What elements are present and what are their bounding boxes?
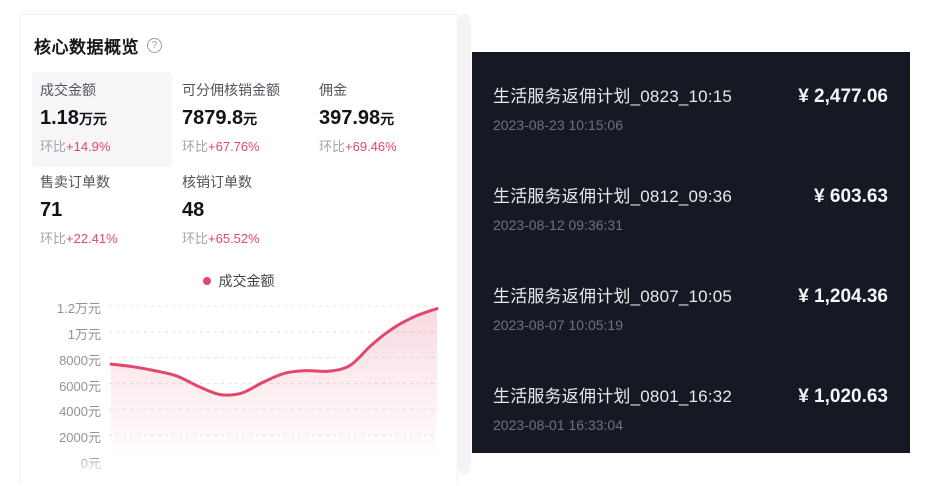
transaction-info: 生活服务返佣计划_0823_10:15 2023-08-23 10:15:06: [493, 86, 732, 133]
scrollbar-track[interactable]: [458, 14, 471, 474]
y-axis-tick-label: 1.2万元: [56, 301, 101, 316]
page-title: 核心数据概览: [34, 38, 139, 57]
transaction-item[interactable]: 生活服务返佣计划_0807_10:05 2023-08-07 10:05:19 …: [493, 286, 888, 386]
metric-value: 48: [182, 199, 205, 221]
transaction-time: 2023-08-01 16:33:04: [493, 417, 623, 433]
metric-verified-orders[interactable]: 核销订单数 48 环比+65.52%: [182, 172, 320, 247]
y-axis-tick-label: 2000元: [59, 430, 101, 446]
metric-value: 7879.8元: [182, 107, 258, 129]
metric-compare: 环比+22.41%: [40, 231, 118, 246]
legend-label: 成交金额: [218, 273, 275, 289]
transaction-info: 生活服务返佣计划_0812_09:36 2023-08-12 09:36:31: [493, 186, 732, 233]
transaction-amount: ¥ 1,020.63: [798, 386, 888, 407]
metric-compare: 环比+69.46%: [319, 139, 397, 154]
transaction-time: 2023-08-23 10:15:06: [493, 117, 623, 133]
metric-label: 成交金额: [40, 82, 96, 98]
transaction-time: 2023-08-07 10:05:19: [493, 317, 623, 333]
deal-amount-line: [109, 307, 439, 397]
y-axis-tick-label: 8000元: [59, 352, 101, 368]
transaction-title: 生活服务返佣计划_0823_10:15: [493, 87, 733, 106]
transaction-amount: ¥ 1,204.36: [798, 286, 888, 307]
overview-panel: 核心数据概览 ? 成交金额 1.18万元 环比+14.9% 可分佣核销金额 78…: [19, 14, 458, 485]
transaction-title: 生活服务返佣计划_0801_16:32: [493, 387, 733, 406]
transaction-amount: ¥ 2,477.06: [798, 86, 888, 107]
y-axis-tick-label: 1万元: [67, 326, 101, 342]
metric-deal-amount[interactable]: 成交金额 1.18万元 环比+14.9%: [32, 72, 172, 167]
transaction-time: 2023-08-12 09:36:31: [493, 217, 623, 233]
transactions-panel: 生活服务返佣计划_0823_10:15 2023-08-23 10:15:06 …: [472, 52, 910, 453]
metric-value: 1.18万元: [40, 107, 107, 129]
metric-compare: 环比+67.76%: [182, 139, 260, 154]
transaction-amount: ¥ 603.63: [814, 186, 888, 207]
transaction-title: 生活服务返佣计划_0807_10:05: [493, 287, 733, 306]
metric-label: 核销订单数: [182, 174, 252, 190]
chart-legend[interactable]: 成交金额: [20, 271, 457, 291]
y-axis: 1.2万元 1万元 8000元 6000元 4000元 2000元 0元: [20, 299, 109, 485]
area-fill: [111, 308, 437, 461]
y-axis-tick-label: 6000元: [59, 378, 101, 394]
metric-value: 71: [40, 199, 63, 221]
metric-compare: 环比+65.52%: [182, 231, 260, 246]
legend-dot-icon: [202, 277, 211, 285]
metric-verifiable-commission-amount[interactable]: 可分佣核销金额 7879.8元 环比+67.76%: [182, 80, 320, 155]
metric-compare: 环比+14.9%: [40, 139, 111, 154]
deal-amount-chart: 1.2万元 1万元 8000元 6000元 4000元 2000元 0元: [20, 299, 457, 485]
transaction-item[interactable]: 生活服务返佣计划_0812_09:36 2023-08-12 09:36:31 …: [493, 186, 888, 286]
metric-sold-orders[interactable]: 售卖订单数 71 环比+22.41%: [40, 172, 178, 247]
area-chart-canvas[interactable]: [109, 299, 439, 485]
transaction-title: 生活服务返佣计划_0812_09:36: [493, 187, 733, 206]
y-axis-tick-label: 0元: [80, 456, 101, 471]
metric-commission[interactable]: 佣金 397.98元 环比+69.46%: [319, 80, 457, 155]
metric-value: 397.98元: [319, 107, 395, 129]
transaction-item[interactable]: 生活服务返佣计划_0823_10:15 2023-08-23 10:15:06 …: [493, 86, 888, 186]
transaction-info: 生活服务返佣计划_0801_16:32 2023-08-01 16:33:04: [493, 386, 732, 433]
transaction-item[interactable]: 生活服务返佣计划_0801_16:32 2023-08-01 16:33:04 …: [493, 386, 888, 486]
y-axis-tick-label: 4000元: [59, 404, 101, 420]
metric-label: 佣金: [319, 82, 347, 98]
metric-label: 售卖订单数: [40, 174, 110, 190]
transaction-info: 生活服务返佣计划_0807_10:05 2023-08-07 10:05:19: [493, 286, 732, 333]
help-icon[interactable]: ?: [147, 38, 162, 53]
overview-header: 核心数据概览 ?: [34, 33, 162, 58]
metric-label: 可分佣核销金额: [182, 82, 280, 98]
